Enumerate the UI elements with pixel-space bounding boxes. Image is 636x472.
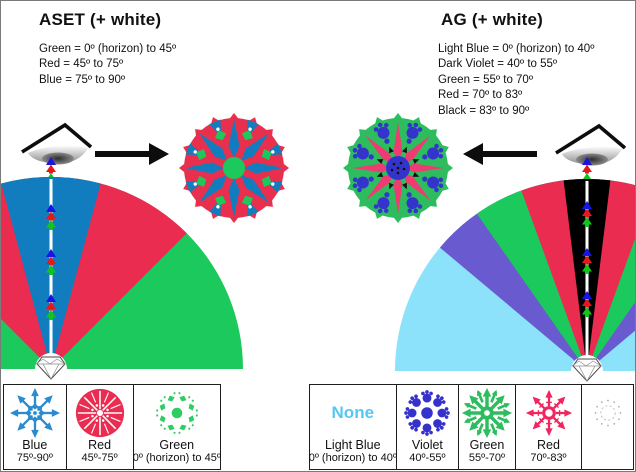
ag-key-cell-red: Red 70º-83º xyxy=(516,385,583,469)
ag-key-table: None Light Blue 0º (horizon) to 40º xyxy=(309,384,634,470)
ag-legend-line-violet: Dark Violet = 40º to 55º xyxy=(438,58,558,71)
key-label: Red xyxy=(537,438,560,452)
key-label: Red xyxy=(88,438,112,452)
green-sparse-burst-icon xyxy=(151,387,203,439)
key-range: 40º-55º xyxy=(409,452,446,464)
red-disc-burst-icon xyxy=(74,387,126,439)
violet-burst-icon xyxy=(401,387,453,439)
arrow-left-icon xyxy=(463,143,537,165)
aset-legend-line-blue: Blue = 75º to 90º xyxy=(39,73,126,86)
key-label: Light Blue xyxy=(324,438,381,452)
ag-key-cell-violet: Violet 40º-55º xyxy=(397,385,460,469)
blue-snowflake-icon xyxy=(9,387,61,439)
key-label: Blue xyxy=(22,438,48,452)
ag-legend: Light Blue = 0º (horizon) to 40º Dark Vi… xyxy=(438,42,594,119)
ag-key-cell-black xyxy=(582,385,633,469)
key-label: Green xyxy=(469,438,505,452)
aset-legend-line-green: Green = 0º (horizon) to 45º xyxy=(39,43,177,55)
diamond-icon xyxy=(571,358,602,382)
diamond-icon xyxy=(35,356,66,380)
none-label: None xyxy=(331,403,375,422)
key-label: Violet xyxy=(411,438,443,452)
aset-key-cell-blue: Blue 75º-90º xyxy=(4,385,67,469)
aset-hemisphere xyxy=(1,177,243,369)
ag-key-cell-lightblue: None Light Blue 0º (horizon) to 40º xyxy=(308,385,397,469)
aset-legend: Green = 0º (horizon) to 45º Red = 45º to… xyxy=(39,42,176,88)
arrow-right-icon xyxy=(95,143,169,165)
ag-legend-line-green: Green = 55º to 70º xyxy=(438,73,534,86)
key-label: Green xyxy=(159,438,195,452)
aset-key-cell-red: Red 45º-75º xyxy=(67,385,134,469)
aset-key-cell-green: Green 0º (horizon) to 45º xyxy=(132,385,221,469)
aset-diamond-image xyxy=(179,113,289,223)
ag-hemisphere xyxy=(395,179,635,371)
key-range: 45º-75º xyxy=(81,452,118,464)
ag-legend-line-lightblue: Light Blue = 0º (horizon) to 40º xyxy=(438,43,595,55)
ag-legend-line-red: Red = 70º to 83º xyxy=(438,89,523,102)
key-range: 0º (horizon) to 40º xyxy=(308,452,397,464)
ag-title: AG (+ white) xyxy=(441,10,544,29)
ag-diamond-image xyxy=(343,113,453,223)
ag-key-cell-green: Green 55º-70º xyxy=(459,385,516,469)
aset-key-table: Blue 75º-90º Red 45º-75º xyxy=(3,384,221,470)
ag-legend-line-black: Black = 83º to 90º xyxy=(438,104,530,117)
red-arrow-star-icon xyxy=(523,387,575,439)
aset-title: ASET (+ white) xyxy=(39,10,162,29)
green-snowflake-dense-icon xyxy=(461,387,513,439)
key-range: 75º-90º xyxy=(16,452,53,464)
key-range: 55º-70º xyxy=(468,452,506,464)
aset-legend-line-red: Red = 45º to 75º xyxy=(39,58,124,71)
faint-dotted-circle-icon xyxy=(582,387,634,439)
key-range: 70º-83º xyxy=(530,452,567,464)
key-range: 0º (horizon) to 45º xyxy=(132,452,221,464)
